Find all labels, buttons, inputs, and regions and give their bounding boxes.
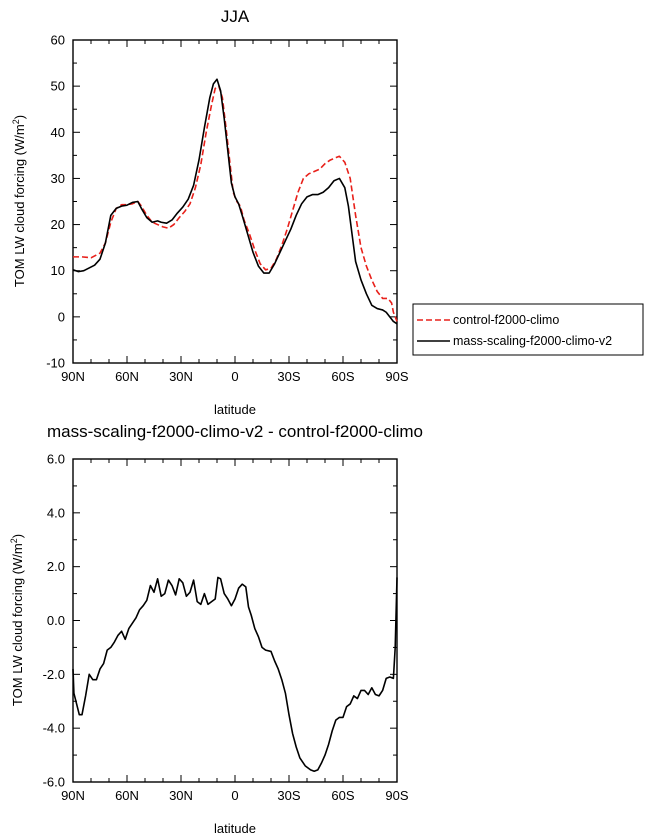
y-tick-label: -2.0	[43, 667, 65, 682]
y-tick-label: -10	[46, 356, 65, 371]
x-tick-label: 30N	[169, 788, 193, 803]
y-ticks: -6.0 -4.0 -2.0 0.0 2.0 4.0 6.0	[43, 452, 397, 790]
y-tick-label: -4.0	[43, 721, 65, 736]
y-ticks: -10 0 10 20 30 40 50 60	[46, 33, 397, 371]
x-axis-label: latitude	[214, 402, 256, 417]
x-ticks: 90N 60N 30N 0 30S 60S 90S	[61, 40, 409, 384]
y-tick-label: 30	[51, 171, 65, 186]
panel-jja: JJA 90N 60N 30N 0 30S 60S 90S -10 0 10 20 30 40 50 60…	[11, 7, 644, 417]
y-tick-label: 60	[51, 33, 65, 48]
y-axis-label: TOM LW cloud forcing (W/m2)	[9, 534, 25, 706]
x-tick-label: 0	[231, 369, 238, 384]
legend-box	[412, 303, 644, 356]
plot-frame	[72, 458, 398, 783]
y-tick-label: 6.0	[47, 452, 65, 467]
x-tick-label: 90N	[61, 788, 85, 803]
x-tick-label: 60S	[331, 788, 354, 803]
x-tick-label: 60N	[115, 369, 139, 384]
y-tick-label: 0.0	[47, 613, 65, 628]
y-tick-label: 20	[51, 217, 65, 232]
panel-difference: mass-scaling-f2000-climo-v2 - control-f2…	[9, 422, 423, 836]
y-tick-label: 50	[51, 79, 65, 94]
series-line-mass-scaling-f2000-climo-v2	[72, 78, 398, 325]
x-tick-label: 0	[231, 788, 238, 803]
x-ticks: 90N 60N 30N 0 30S 60S 90S	[61, 459, 409, 803]
x-tick-label: 60N	[115, 788, 139, 803]
series-line-difference	[72, 576, 398, 773]
x-tick-label: 30S	[277, 369, 300, 384]
series-lines	[72, 576, 398, 773]
x-tick-label: 30N	[169, 369, 193, 384]
plot-frame	[72, 39, 398, 364]
chart-title: JJA	[221, 7, 250, 26]
legend: control-f2000-climo mass-scaling-f2000-c…	[412, 303, 644, 356]
x-tick-label: 60S	[331, 369, 354, 384]
y-tick-label: 0	[58, 309, 65, 324]
x-tick-label: 90N	[61, 369, 85, 384]
y-tick-label: 4.0	[47, 505, 65, 520]
y-axis-label: TOM LW cloud forcing (W/m2)	[11, 115, 27, 287]
chart-title: mass-scaling-f2000-climo-v2 - control-f2…	[47, 422, 423, 441]
y-tick-label: 2.0	[47, 559, 65, 574]
y-tick-label: 40	[51, 125, 65, 140]
x-tick-label: 90S	[385, 788, 408, 803]
series-lines	[72, 78, 398, 325]
x-tick-label: 30S	[277, 788, 300, 803]
y-tick-label: 10	[51, 263, 65, 278]
x-tick-label: 90S	[385, 369, 408, 384]
legend-label-control: control-f2000-climo	[453, 313, 559, 327]
x-axis-label: latitude	[214, 821, 256, 836]
y-tick-label: -6.0	[43, 775, 65, 790]
legend-label-mass-scaling: mass-scaling-f2000-climo-v2	[453, 334, 612, 348]
